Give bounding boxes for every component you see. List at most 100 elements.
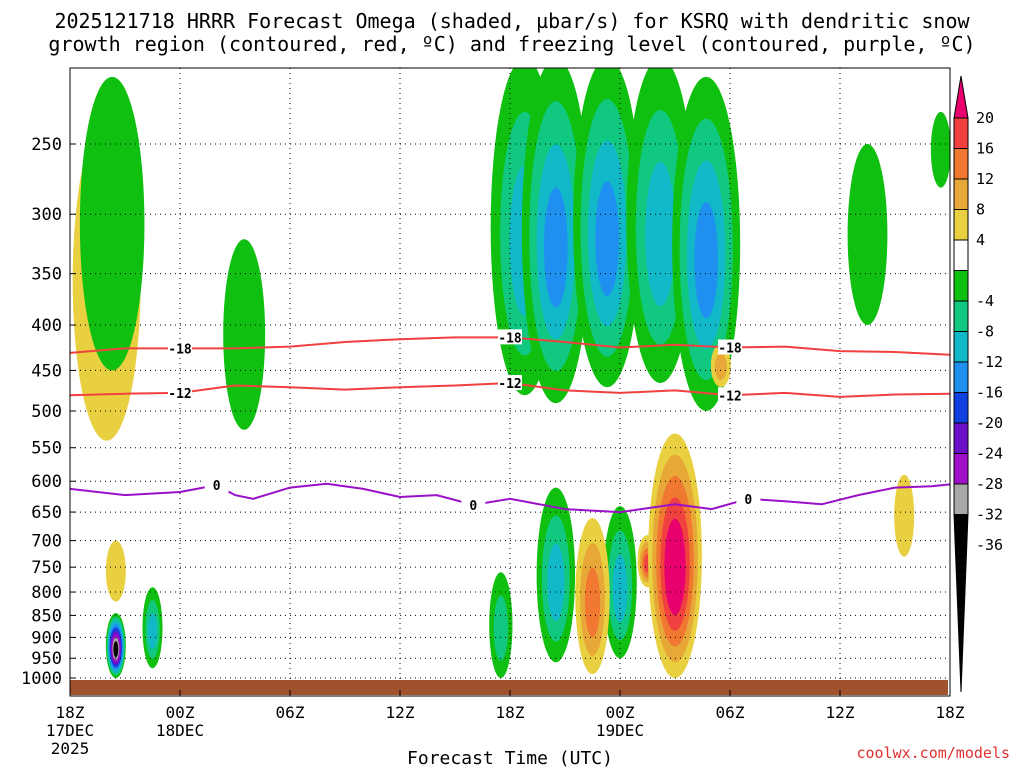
x-tick-year-0: 2025 [51,739,90,758]
colorbar-swatch-4 [953,209,969,241]
omega-region-19-level-0 [894,474,915,557]
contour-label-1-2: -12 [718,389,741,404]
y-axis: 250 300 350 400 450 500 550 600 650 700 750 800 850 9… [21,135,76,689]
colorbar-swatch-7 [953,300,969,332]
x-tick-label-24: 18Z [496,703,525,722]
contour-label-2-0: 0 [213,479,221,494]
y-tick-label-850: 850 [31,606,62,626]
x-tick-label-36: 06Z [716,703,745,722]
contour-label-0-1: -18 [498,331,522,346]
colorbar-label-4: 4 [976,231,985,249]
contour-label-bg-0-2 [718,339,742,355]
contour-label-2-2: 0 [744,493,752,508]
colorbar-swatch-9 [953,361,969,393]
chart-title-line2: growth region (contoured, red, ºC) and f… [48,32,976,56]
omega-region-18-level-0 [847,144,888,326]
colorbar-label-8: -16 [976,384,1003,402]
contour-label-1-0: -12 [168,387,191,402]
y-tick-label-400: 400 [31,316,62,336]
colorbar-swatch-3 [953,178,969,210]
x-tick-date-6: 18DEC [156,721,204,740]
x-axis-label: Forecast Time (UTC) [407,748,613,768]
ground-strip [70,680,948,695]
contour-label-1-1: -12 [498,377,521,392]
y-tick-label-300: 300 [31,205,62,225]
omega-region-11-level-2 [547,543,565,622]
y-tick-label-250: 250 [31,135,62,155]
omega-region-13-level-1 [493,595,508,661]
colorbar-label-6: -8 [976,323,994,341]
colorbar-label-9: -20 [976,414,1003,432]
colorbar-label-1: 16 [976,140,994,158]
omega-region-0-level-9 [114,644,118,655]
colorbar-swatch-10 [953,392,969,424]
y-tick-label-700: 700 [31,532,62,552]
colorbar-label-5: -4 [976,292,994,310]
x-tick-date-0: 17DEC [46,721,94,740]
y-tick-label-650: 650 [31,503,62,523]
colorbar-label-12: -32 [976,506,1003,524]
colorbar-swatch-11 [953,422,969,454]
contour-label-bg-2-2 [736,490,761,506]
omega-region-3-level-0 [105,540,126,602]
contour-line-2 [70,482,950,514]
watermark: coolwx.com/models [856,744,1010,762]
y-tick-label-600: 600 [31,472,62,492]
x-tick-label-6: 00Z [166,703,195,722]
contour-label-bg-0-0 [168,340,192,356]
omega-region-1-level-2 [148,613,157,650]
colorbar-swatch-1 [953,117,969,149]
colorbar-swatch-8 [953,331,969,363]
colorbar-label-2: 12 [976,170,994,188]
colorbar: 20 16 12 8 4 -4 -8 -12 -16 -20 -24 -28 -32 -36 [953,75,1003,693]
omega-fill-layer [72,68,950,679]
colorbar-label-0: 20 [976,109,994,127]
x-tick-date-30: 19DEC [596,721,644,740]
x-tick-label-30: 00Z [606,703,635,722]
colorbar-swatch-12 [953,453,969,485]
chart-title-line1: 2025121718 HRRR Forecast Omega (shaded, … [54,9,970,33]
colorbar-label-3: 8 [976,201,985,219]
y-tick-label-450: 450 [31,361,62,381]
contour-label-0-0: -18 [168,342,192,357]
colorbar-label-13: -36 [976,536,1003,554]
omega-region-17-level-1 [714,353,727,381]
y-tick-label-500: 500 [31,402,62,422]
y-tick-label-550: 550 [31,439,62,459]
omega-region-16-level-5 [668,539,682,600]
contour-label-2-1: 0 [469,499,477,514]
colorbar-swatch-13 [953,483,969,515]
contour-label-bg-0-1 [498,329,522,345]
contour-label-bg-2-0 [204,477,229,493]
omega-region-20-level-0 [930,111,950,188]
omega-region-5-level-0 [223,239,266,430]
omega-region-10-level-3 [694,202,718,319]
omega-region-14-level-2 [584,567,601,638]
contour-label-bg-2-1 [461,496,486,512]
y-tick-label-350: 350 [31,265,62,285]
omega-region-4-level-0 [79,76,145,371]
omega-region-9-level-2 [645,161,676,307]
y-tick-label-750: 750 [31,558,62,578]
contour-label-bg-1-1 [498,375,522,391]
colorbar-label-11: -28 [976,475,1003,493]
contour-label-bg-1-2 [718,387,742,403]
colorbar-label-10: -24 [976,445,1003,463]
x-tick-label-48: 18Z [936,703,965,722]
y-tick-label-950: 950 [31,649,62,669]
x-tick-label-12: 06Z [276,703,305,722]
colorbar-bottom-arrow [953,514,969,693]
colorbar-top-arrow [953,75,969,119]
colorbar-label-7: -12 [976,353,1003,371]
contour-layer: -18 -18 -18 -12 -12 -12 0 0 0 [70,329,950,514]
colorbar-swatch-6 [953,270,969,302]
colorbar-swatch-5 [953,239,969,271]
contour-label-0-2: -18 [718,341,742,356]
x-tick-label-0: 18Z [56,703,85,722]
y-tick-label-1000: 1000 [21,669,62,689]
omega-region-7-level-3 [544,187,568,308]
y-tick-label-800: 800 [31,583,62,603]
grid-layer [69,68,951,696]
